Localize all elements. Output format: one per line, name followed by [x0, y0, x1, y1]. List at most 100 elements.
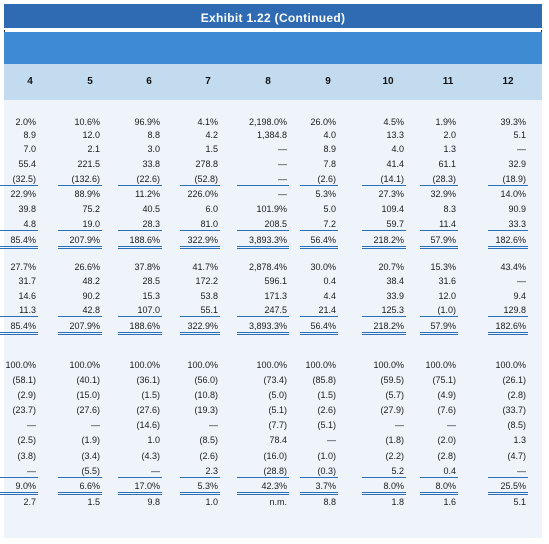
subtotal-rule — [300, 230, 338, 231]
table-cell: 3,893.3% — [248, 321, 287, 331]
table-cell: 22.9% — [10, 189, 36, 199]
table-cell: (15.0) — [76, 390, 100, 400]
total-double-rule — [58, 332, 102, 335]
table-cell: 26.0% — [310, 117, 336, 127]
table-cell: 1.8 — [391, 497, 404, 507]
table-cell: (73.4) — [263, 375, 287, 385]
subtotal-rule — [488, 185, 528, 186]
table-cell: 109.4 — [381, 204, 404, 214]
table-cell: (4.3) — [141, 451, 160, 461]
subtotal-rule — [118, 316, 162, 317]
total-double-rule — [118, 332, 162, 335]
exhibit-title: Exhibit 1.22 (Continued) — [200, 11, 346, 25]
table-cell: 1.5 — [205, 144, 218, 154]
table-cell: 59.7 — [386, 219, 404, 229]
subtotal-rule — [300, 316, 338, 317]
table-cell: (85.8) — [312, 375, 336, 385]
table-cell: (18.9) — [502, 174, 526, 184]
table-cell: (5.1) — [268, 405, 287, 415]
subtotal-rule — [362, 230, 406, 231]
subtotal-rule — [118, 477, 162, 478]
total-double-rule — [118, 246, 162, 249]
table-cell: 12.0 — [438, 291, 456, 301]
table-cell: (3.4) — [81, 451, 100, 461]
table-cell: (2.6) — [199, 451, 218, 461]
table-cell: (2.8) — [507, 390, 526, 400]
table-cell: 5.1 — [513, 497, 526, 507]
table-cell: 96.9% — [134, 117, 160, 127]
table-cell: (59.5) — [380, 375, 404, 385]
subtotal-rule — [420, 316, 458, 317]
table-cell: 5.0 — [323, 204, 336, 214]
table-cell: — — [278, 189, 287, 199]
table-cell: 188.6% — [129, 235, 160, 245]
subtotal-rule — [180, 230, 220, 231]
table-cell: (5.7) — [385, 390, 404, 400]
subtotal-rule — [0, 316, 38, 317]
table-cell: (5.5) — [81, 466, 100, 476]
table-cell: (36.1) — [136, 375, 160, 385]
total-double-rule — [180, 492, 220, 495]
table-cell: 8.3 — [443, 204, 456, 214]
table-cell: 31.7 — [18, 276, 36, 286]
table-cell: (27.6) — [76, 405, 100, 415]
table-cell: (2.0) — [437, 435, 456, 445]
table-cell: (14.6) — [136, 420, 160, 430]
total-double-rule — [118, 492, 162, 495]
column-number-5: 5 — [87, 76, 93, 87]
table-cell: 30.0% — [310, 262, 336, 272]
subtotal-rule — [58, 185, 102, 186]
subtotal-rule — [0, 185, 38, 186]
table-cell: (75.1) — [432, 375, 456, 385]
table-cell: 15.3 — [142, 291, 160, 301]
data-table — [4, 100, 542, 538]
table-cell: — — [517, 144, 526, 154]
table-cell: 3.7% — [315, 481, 336, 491]
subtotal-rule — [237, 477, 289, 478]
table-cell: 4.0 — [391, 144, 404, 154]
table-cell: 8.8 — [323, 497, 336, 507]
total-double-rule — [180, 332, 220, 335]
table-cell: 48.2 — [82, 276, 100, 286]
subtotal-rule — [237, 230, 289, 231]
table-cell: 90.2 — [82, 291, 100, 301]
table-cell: (2.6) — [317, 174, 336, 184]
table-cell: 1.6 — [443, 497, 456, 507]
table-cell: 8.0% — [435, 481, 456, 491]
table-cell: 8.8 — [147, 130, 160, 140]
table-cell: 100.0% — [187, 360, 218, 370]
table-cell: 100.0% — [305, 360, 336, 370]
table-cell: 75.2 — [82, 204, 100, 214]
table-cell: 90.9 — [508, 204, 526, 214]
table-cell: (23.7) — [12, 405, 36, 415]
table-cell: (0.3) — [317, 466, 336, 476]
table-cell: 4.4 — [323, 291, 336, 301]
table-cell: 25.5% — [500, 481, 526, 491]
subtotal-rule — [180, 316, 220, 317]
total-double-rule — [362, 246, 406, 249]
subtotal-rule — [118, 230, 162, 231]
table-cell: 27.7% — [10, 262, 36, 272]
subtotal-rule — [0, 230, 38, 231]
subtotal-rule — [0, 477, 38, 478]
table-cell: 1.9% — [435, 117, 456, 127]
table-cell: 207.9% — [69, 321, 100, 331]
column-number-10: 10 — [382, 76, 394, 87]
table-cell: 57.9% — [430, 235, 456, 245]
table-cell: (1.8) — [385, 435, 404, 445]
table-cell: 78.4 — [269, 435, 287, 445]
total-double-rule — [0, 332, 38, 335]
table-cell: 14.6 — [18, 291, 36, 301]
table-cell: 182.6% — [495, 235, 526, 245]
table-cell: 9.8 — [147, 497, 160, 507]
total-double-rule — [58, 246, 102, 249]
subtotal-rule — [488, 477, 528, 478]
table-cell: (16.0) — [263, 451, 287, 461]
table-cell: 28.5 — [142, 276, 160, 286]
subtotal-rule — [362, 316, 406, 317]
total-double-rule — [420, 332, 458, 335]
table-cell: 207.9% — [69, 235, 100, 245]
table-cell: (33.7) — [502, 405, 526, 415]
table-cell: 42.3% — [261, 481, 287, 491]
table-cell: 100.0% — [129, 360, 160, 370]
